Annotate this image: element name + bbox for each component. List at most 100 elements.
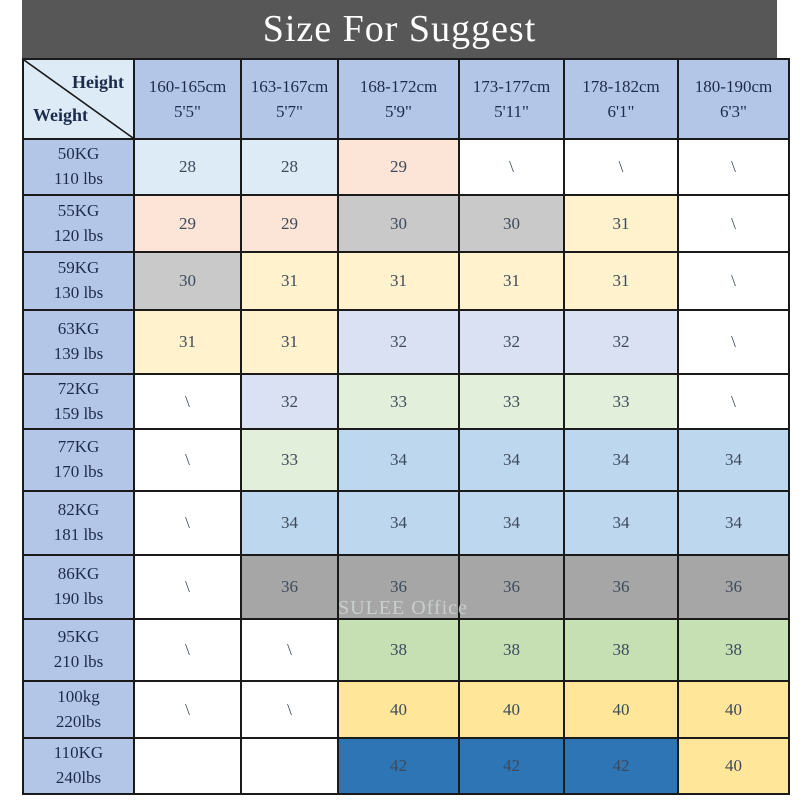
- diagonal-divider-line: [24, 60, 133, 138]
- height-column-header-0: 160-165cm 5'5": [133, 58, 242, 140]
- height-ft-label: 5'7": [275, 102, 303, 121]
- size-cell-r10-c5: 40: [677, 737, 790, 795]
- size-table: Height Weight 160-165cm 5'5" 163-167cm 5'7" 16…: [22, 58, 790, 795]
- weight-lbs-label: 170 lbs: [53, 462, 104, 481]
- weight-row-header-9: 100kg 220lbs: [22, 680, 135, 739]
- size-cell-r8-c2: 38: [337, 618, 460, 682]
- size-cell-r1-c3: 30: [458, 194, 565, 253]
- height-cm-label: 178-182cm: [582, 76, 660, 96]
- corner-height-label: Height: [72, 72, 124, 92]
- size-cell-r3-c1: 31: [240, 309, 339, 375]
- weight-lbs-label: 190 lbs: [53, 589, 104, 608]
- size-cell-r4-c3: 33: [458, 373, 565, 430]
- weight-lbs-label: 130 lbs: [53, 283, 104, 302]
- weight-row-6: 82KG 181 lbs \ 34 34 34 34 34: [22, 490, 790, 556]
- weight-row-header-6: 82KG 181 lbs: [22, 490, 135, 556]
- size-table-head: Height Weight 160-165cm 5'5" 163-167cm 5'7" 16…: [22, 58, 790, 140]
- height-ft-label: 6'3": [719, 102, 747, 121]
- size-table-body: 50KG 110 lbs 28 28 29 \ \ \ 55KG 120 lbs 29 29 30 30 3…: [22, 138, 790, 795]
- weight-row-header-7: 86KG 190 lbs: [22, 554, 135, 620]
- size-cell-r5-c3: 34: [458, 428, 565, 492]
- size-cell-r2-c3: 31: [458, 251, 565, 311]
- size-cell-r5-c0: \: [133, 428, 242, 492]
- weight-row-9: 100kg 220lbs \ \ 40 40 40 40: [22, 680, 790, 739]
- weight-row-header-5: 77KG 170 lbs: [22, 428, 135, 492]
- size-cell-r8-c3: 38: [458, 618, 565, 682]
- weight-kg-label: 55KG: [57, 200, 100, 220]
- size-cell-r0-c4: \: [563, 138, 679, 196]
- size-cell-r10-c2: 42: [337, 737, 460, 795]
- size-cell-r6-c5: 34: [677, 490, 790, 556]
- corner-cell-height-weight: Height Weight: [22, 58, 135, 140]
- size-cell-r8-c5: 38: [677, 618, 790, 682]
- page-title: Size For Suggest: [262, 8, 537, 50]
- size-cell-r5-c4: 34: [563, 428, 679, 492]
- size-cell-r7-c4: 36: [563, 554, 679, 620]
- size-cell-r3-c3: 32: [458, 309, 565, 375]
- size-cell-r9-c5: 40: [677, 680, 790, 739]
- height-column-header-1: 163-167cm 5'7": [240, 58, 339, 140]
- height-cm-label: 173-177cm: [472, 76, 551, 96]
- weight-lbs-label: 210 lbs: [53, 652, 104, 671]
- weight-row-0: 50KG 110 lbs 28 28 29 \ \ \: [22, 138, 790, 196]
- size-cell-r9-c3: 40: [458, 680, 565, 739]
- height-cm-label: 160-165cm: [148, 76, 227, 96]
- size-cell-r7-c0: \: [133, 554, 242, 620]
- weight-kg-label: 95KG: [57, 627, 100, 647]
- size-cell-r1-c5: \: [677, 194, 790, 253]
- size-cell-r4-c5: \: [677, 373, 790, 430]
- size-cell-r5-c2: 34: [337, 428, 460, 492]
- size-cell-r1-c0: 29: [133, 194, 242, 253]
- size-cell-r10-c4: 42: [563, 737, 679, 795]
- size-cell-r0-c2: 29: [337, 138, 460, 196]
- size-cell-r2-c5: \: [677, 251, 790, 311]
- weight-lbs-label: 110 lbs: [54, 169, 103, 188]
- size-cell-r10-c3: 42: [458, 737, 565, 795]
- size-cell-r8-c0: \: [133, 618, 242, 682]
- weight-row-header-8: 95KG 210 lbs: [22, 618, 135, 682]
- height-ft-label: 5'9": [384, 102, 412, 121]
- size-cell-r7-c2: 36: [337, 554, 460, 620]
- weight-row-header-1: 55KG 120 lbs: [22, 194, 135, 253]
- weight-kg-label: 82KG: [57, 500, 100, 520]
- weight-lbs-label: 220lbs: [55, 711, 102, 731]
- weight-row-header-10: 110KG 240lbs: [22, 737, 135, 795]
- size-cell-r10-c0: [133, 737, 242, 795]
- size-cell-r5-c1: 33: [240, 428, 339, 492]
- weight-kg-label: 110KG: [53, 743, 104, 763]
- weight-row-7: 86KG 190 lbs \ 36 36 36 36 36: [22, 554, 790, 620]
- height-column-header-4: 178-182cm 6'1": [563, 58, 679, 140]
- weight-row-1: 55KG 120 lbs 29 29 30 30 31 \: [22, 194, 790, 253]
- weight-row-header-4: 72KG 159 lbs: [22, 373, 135, 430]
- size-cell-r2-c2: 31: [337, 251, 460, 311]
- corner-weight-label: Weight: [33, 105, 89, 125]
- weight-row-header-2: 59KG 130 lbs: [22, 251, 135, 311]
- size-cell-r9-c2: 40: [337, 680, 460, 739]
- size-cell-r8-c4: 38: [563, 618, 679, 682]
- weight-row-header-0: 50KG 110 lbs: [22, 138, 135, 196]
- size-cell-r3-c2: 32: [337, 309, 460, 375]
- size-cell-r10-c1: [240, 737, 339, 795]
- weight-row-header-3: 63KG 139 lbs: [22, 309, 135, 375]
- weight-lbs-label: 159 lbs: [53, 403, 104, 423]
- size-cell-r1-c4: 31: [563, 194, 679, 253]
- size-cell-r7-c3: 36: [458, 554, 565, 620]
- size-cell-r7-c5: 36: [677, 554, 790, 620]
- header-row: Height Weight 160-165cm 5'5" 163-167cm 5'7" 16…: [22, 58, 790, 140]
- size-cell-r2-c4: 31: [563, 251, 679, 311]
- size-cell-r0-c0: 28: [133, 138, 242, 196]
- size-cell-r2-c1: 31: [240, 251, 339, 311]
- size-cell-r3-c0: 31: [133, 309, 242, 375]
- size-cell-r3-c4: 32: [563, 309, 679, 375]
- size-cell-r6-c1: 34: [240, 490, 339, 556]
- size-cell-r5-c5: 34: [677, 428, 790, 492]
- weight-kg-label: 59KG: [57, 258, 100, 278]
- weight-row-8: 95KG 210 lbs \ \ 38 38 38 38: [22, 618, 790, 682]
- weight-kg-label: 77KG: [57, 437, 100, 457]
- weight-row-4: 72KG 159 lbs \ 32 33 33 33 \: [22, 373, 790, 430]
- size-cell-r3-c5: \: [677, 309, 790, 375]
- size-cell-r1-c2: 30: [337, 194, 460, 253]
- size-cell-r6-c2: 34: [337, 490, 460, 556]
- weight-kg-label: 86KG: [57, 564, 100, 584]
- weight-lbs-label: 139 lbs: [53, 344, 104, 363]
